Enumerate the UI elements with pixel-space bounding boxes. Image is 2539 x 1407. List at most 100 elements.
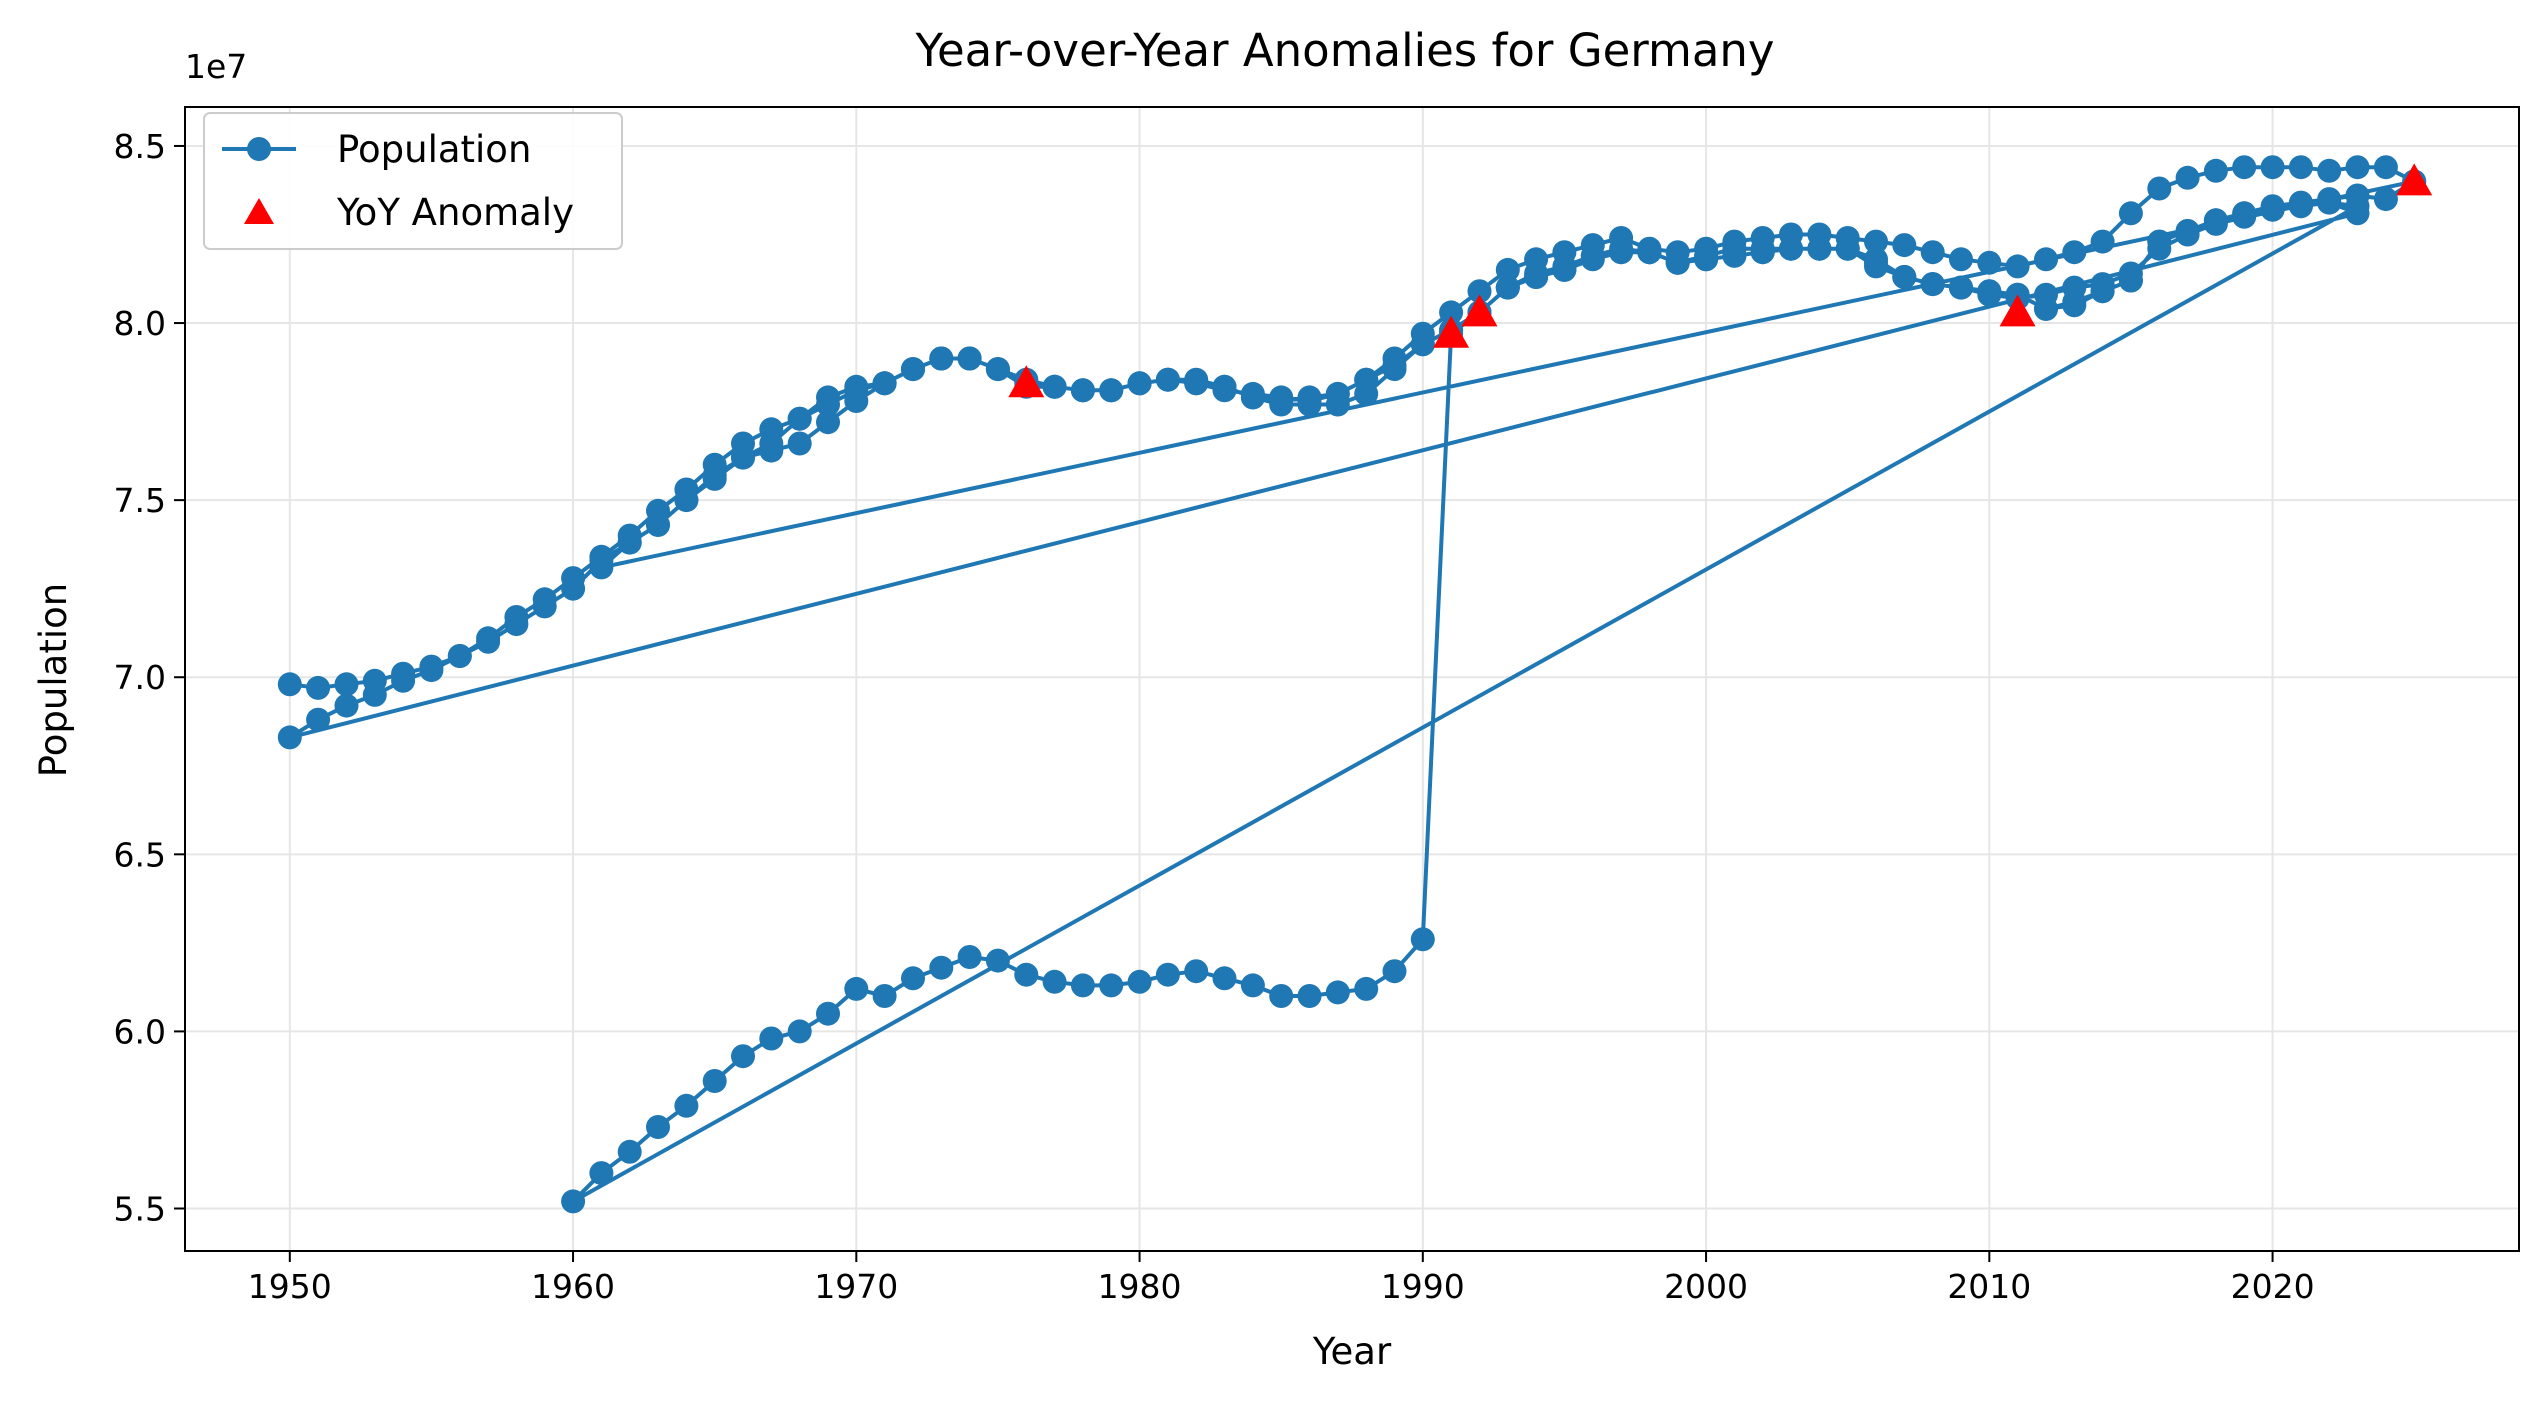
legend-anomaly-marker: [244, 198, 274, 224]
population-point: [1835, 236, 1860, 261]
y-tick-label: 7.5: [114, 481, 166, 520]
anomaly-marker: [1433, 315, 1470, 348]
population-point: [1439, 300, 1464, 325]
population-point: [1099, 378, 1124, 403]
population-point: [2090, 279, 2115, 304]
population-point: [1014, 962, 1039, 987]
population-point: [1580, 243, 1605, 268]
population-point: [759, 1026, 784, 1051]
population-point: [2345, 183, 2370, 208]
y-axis-label: Population: [32, 583, 75, 777]
population-point: [1524, 261, 1549, 286]
population-point: [929, 346, 954, 371]
population-point: [646, 512, 670, 537]
population-point: [702, 1069, 727, 1093]
anomaly-marker: [1008, 365, 1045, 398]
x-axis-label: Year: [1312, 1330, 1392, 1373]
population-point: [2034, 296, 2058, 321]
population-point: [561, 1189, 586, 1214]
population-point: [957, 346, 982, 371]
population-point: [617, 1139, 642, 1164]
population-point: [561, 576, 586, 601]
population-point: [2005, 254, 2030, 279]
population-point: [1297, 984, 1322, 1008]
population-point: [731, 445, 755, 470]
population-point: [1127, 371, 1152, 396]
population-point: [2118, 201, 2143, 226]
population-point: [1155, 367, 1180, 392]
population-point: [1779, 236, 1803, 261]
population-point: [901, 966, 925, 991]
y-tick-label: 8.5: [114, 127, 166, 166]
population-point: [1495, 275, 1520, 300]
population-point: [1212, 966, 1237, 991]
x-tick-label: 2020: [2231, 1267, 2315, 1306]
population-point: [2345, 155, 2370, 180]
population-point: [419, 658, 444, 683]
population-point: [2373, 187, 2398, 212]
population-point: [1325, 381, 1350, 406]
population-point: [787, 1019, 812, 1044]
population-point: [1325, 980, 1350, 1005]
anomaly-markers: [1008, 163, 2433, 398]
population-point: [1920, 240, 1945, 265]
x-tick-label: 1970: [814, 1267, 898, 1306]
chart-title: Year-over-Year Anomalies for Germany: [914, 24, 1774, 77]
population-point: [2260, 194, 2285, 219]
population-point: [2373, 155, 2398, 180]
y-axis-ticks: 5.5 6.0 6.5 7.0 7.5 8.0 8.5: [114, 127, 185, 1228]
population-point: [277, 725, 302, 750]
population-point: [2203, 208, 2228, 233]
population-point: [504, 612, 529, 637]
series-markers: [277, 155, 2427, 1214]
population-point: [617, 530, 642, 555]
population-point: [901, 357, 925, 382]
population-point: [1807, 236, 1832, 261]
legend: Population YoY Anomaly: [203, 112, 623, 250]
x-tick-label: 2010: [1947, 1267, 2031, 1306]
population-point: [816, 410, 840, 435]
population-point: [1892, 265, 1917, 289]
plot-frame: [184, 106, 2520, 1252]
population-point: [816, 1001, 840, 1026]
population-point: [2175, 219, 2200, 243]
legend-population-marker: [247, 137, 271, 161]
x-axis-ticks: 1950 1960 1970 1980 1990 2000 2010 2020: [248, 1251, 2315, 1306]
population-point: [816, 392, 840, 417]
x-tick-label: 2000: [1664, 1267, 1748, 1306]
y-tick-label: 6.0: [114, 1012, 166, 1051]
population-point: [2062, 275, 2087, 300]
population-point: [1949, 275, 1973, 300]
y-tick-label: 5.5: [114, 1189, 166, 1228]
population-point: [929, 955, 954, 980]
population-point: [1070, 378, 1095, 403]
population-point: [2288, 190, 2313, 215]
population-point: [2062, 240, 2087, 265]
population-point: [1977, 250, 2002, 275]
population-point: [1070, 973, 1095, 998]
population-point: [844, 976, 869, 1001]
y-tick-label: 6.5: [114, 835, 166, 874]
population-point: [306, 675, 331, 700]
population-point: [872, 371, 897, 396]
population-point: [2062, 293, 2087, 318]
population-point: [985, 357, 1010, 382]
x-tick-label: 1950: [248, 1267, 332, 1306]
x-tick-label: 1960: [531, 1267, 615, 1306]
population-point: [2260, 155, 2285, 180]
population-point: [844, 378, 869, 403]
population-point: [674, 488, 699, 513]
population-point: [1722, 236, 1747, 261]
population-point: [589, 1161, 614, 1186]
legend-box: [203, 112, 623, 250]
population-point: [1297, 389, 1322, 413]
legend-anomaly-label: YoY Anomaly: [336, 191, 574, 234]
population-point: [2203, 158, 2228, 183]
population-point: [2317, 158, 2342, 183]
population-point: [2232, 201, 2257, 226]
population-point: [1495, 257, 1520, 282]
population-point: [1155, 962, 1180, 987]
population-point: [1694, 243, 1719, 268]
population-point: [334, 693, 359, 718]
